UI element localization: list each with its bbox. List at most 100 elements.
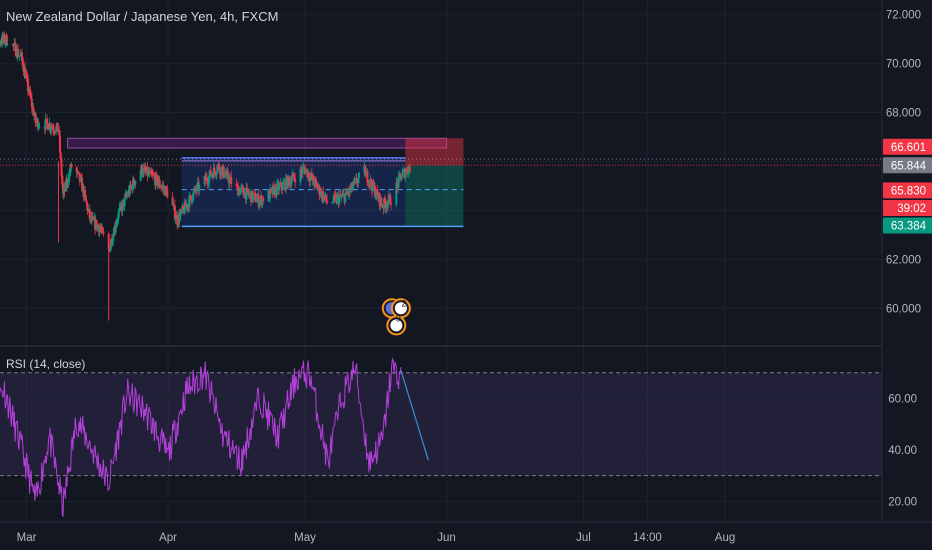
candle-body xyxy=(206,181,209,184)
candle-body xyxy=(261,198,264,205)
event-marker-badge xyxy=(394,302,407,315)
rsi-tick-label: 20.00 xyxy=(888,496,917,508)
candle-body xyxy=(307,172,310,179)
candle-body xyxy=(188,195,191,208)
candle-body xyxy=(60,159,63,176)
candle-body xyxy=(132,179,135,190)
candle-body xyxy=(351,186,354,189)
candle-body xyxy=(52,127,55,131)
candle-body xyxy=(340,196,343,198)
candle-body xyxy=(132,179,135,185)
candle-body xyxy=(134,180,137,186)
candle-body xyxy=(278,184,281,186)
rsi-title: RSI (14, close) xyxy=(6,357,86,371)
candle-body xyxy=(173,205,176,206)
candle-body xyxy=(49,123,52,130)
candle-body xyxy=(46,118,49,124)
candle-body xyxy=(408,166,411,169)
candle-body xyxy=(397,175,400,188)
candle-body xyxy=(5,35,8,45)
candle-body xyxy=(59,135,62,153)
candle-body xyxy=(34,113,37,123)
candle-body xyxy=(374,186,377,198)
candle-body xyxy=(116,220,119,225)
candle-body xyxy=(13,43,16,46)
candle-body xyxy=(399,174,402,177)
candle-body xyxy=(376,189,379,194)
candle-body xyxy=(165,186,168,190)
candle-body xyxy=(280,182,283,188)
candle-body xyxy=(173,205,176,220)
candle-body xyxy=(160,186,163,188)
candle-body xyxy=(70,164,73,168)
candle-body xyxy=(246,187,249,189)
candle-body xyxy=(333,194,336,196)
candle-body xyxy=(314,179,317,182)
price-tick-label: 70.000 xyxy=(886,59,921,71)
candle-body xyxy=(401,172,404,177)
candle-body xyxy=(86,203,89,212)
candle-body xyxy=(245,187,248,200)
candle-body xyxy=(301,168,304,174)
candle-body xyxy=(228,178,231,184)
candle-body xyxy=(353,180,356,182)
candle-body xyxy=(272,186,275,188)
candle-body xyxy=(53,131,56,133)
candle-body xyxy=(323,196,326,201)
candle-body xyxy=(26,76,29,79)
candle-body xyxy=(184,201,187,208)
candle-body xyxy=(96,224,99,229)
candle-body xyxy=(303,167,306,169)
candle-body xyxy=(409,168,412,171)
candle-body xyxy=(222,166,225,177)
candle-body xyxy=(354,178,357,181)
candle-body xyxy=(54,132,57,133)
candle-body xyxy=(278,185,281,191)
candle-body xyxy=(90,216,93,221)
candle-body xyxy=(190,198,193,202)
candle-body xyxy=(182,205,185,209)
candle-body xyxy=(344,194,347,203)
candles-group xyxy=(0,31,412,253)
candle-body xyxy=(318,185,321,196)
candle-body xyxy=(77,171,80,173)
candle-body xyxy=(141,165,144,175)
candle-body xyxy=(84,195,87,201)
candle-body xyxy=(99,227,102,230)
candle-body xyxy=(404,172,407,178)
candle-body xyxy=(49,128,52,130)
candle-body xyxy=(4,41,7,44)
candle-body xyxy=(101,227,104,232)
candle-body xyxy=(117,211,120,219)
price-label-text: 66.601 xyxy=(891,142,926,154)
candle-body xyxy=(37,126,40,129)
candle-body xyxy=(331,202,334,204)
candle-body xyxy=(166,189,169,197)
price-label-text: 65.830 xyxy=(891,185,926,197)
price-label: 65.844 xyxy=(883,157,932,174)
candle-body xyxy=(78,172,81,174)
candle-body xyxy=(155,174,158,176)
candle-body xyxy=(176,224,179,225)
candle-body xyxy=(160,187,163,189)
candle-body xyxy=(61,175,64,185)
candle-body xyxy=(275,184,278,195)
candle-body xyxy=(351,182,354,189)
candle-body xyxy=(115,224,118,228)
candle-body xyxy=(215,171,218,175)
candle-body xyxy=(325,194,328,201)
candle-body xyxy=(88,209,91,219)
candle-body xyxy=(230,176,233,184)
price-label: 39:02 xyxy=(883,199,932,216)
candle-body xyxy=(239,190,242,195)
candle-body xyxy=(17,49,20,57)
candle-body xyxy=(6,44,9,46)
candle-body xyxy=(38,126,41,128)
candle-body xyxy=(68,172,71,174)
candle-body xyxy=(174,218,177,220)
candle-body xyxy=(111,240,114,245)
candle-body xyxy=(139,170,142,181)
candle-body xyxy=(102,231,105,234)
candle-body xyxy=(380,203,383,207)
